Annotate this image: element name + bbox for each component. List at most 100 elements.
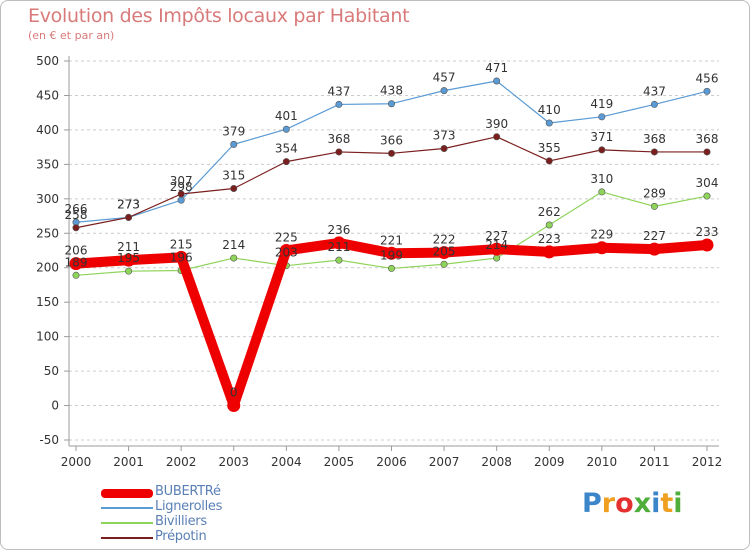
data-label-bubertre: 227 [643,229,666,243]
data-label-bivilliers: 262 [538,205,561,219]
y-tick-label: 450 [36,88,59,102]
data-label-bivilliers: 199 [380,248,403,262]
data-label-lignerolles: 379 [222,124,245,138]
logo-letter: r [601,488,616,519]
data-point-bivilliers [72,271,80,279]
chart-subtitle: (en € et par an) [28,29,115,42]
data-label-bivilliers: 214 [222,238,245,252]
data-label-prepotin: 371 [590,130,613,144]
data-label-bivilliers: 289 [643,186,666,200]
data-label-bubertre: 221 [380,233,403,247]
data-point-bubertre [647,242,661,256]
data-label-bubertre: 229 [590,228,613,242]
data-label-prepotin: 354 [275,142,298,156]
logo-letter: i [651,488,661,519]
data-point-bivilliers [703,192,711,200]
data-point-prepotin [493,133,501,141]
data-point-bubertre [490,242,504,256]
data-label-lignerolles: 419 [590,97,613,111]
x-tick-label: 2005 [324,455,355,469]
data-point-prepotin [387,149,395,157]
y-tick-label: 500 [36,54,59,68]
data-label-prepotin: 368 [327,132,350,146]
data-label-bivilliers: 195 [117,251,140,265]
y-tick-label: 50 [44,364,59,378]
data-label-bubertre: 233 [696,225,719,239]
y-tick-label: 250 [36,226,59,240]
logo-letter: i [673,488,683,519]
data-label-lignerolles: 471 [485,61,508,75]
x-tick-label: 2006 [376,455,407,469]
data-point-bivilliers [125,267,133,275]
data-point-prepotin [335,148,343,156]
data-point-prepotin [650,148,658,156]
data-label-lignerolles: 437 [327,84,350,98]
x-tick-label: 2002 [166,455,197,469]
data-point-bubertre [279,244,293,257]
data-point-bivilliers [598,188,606,196]
data-label-bivilliers: 205 [433,244,456,258]
data-label-prepotin: 366 [380,133,403,147]
data-point-prepotin [72,224,80,232]
data-label-prepotin: 258 [65,208,88,222]
data-point-lignerolles [282,125,290,133]
data-label-prepotin: 355 [538,141,561,155]
data-label-bivilliers: 310 [590,172,613,186]
legend-label: Prépotin [155,529,207,544]
logo-letter: o [615,488,634,519]
data-label-lignerolles: 457 [433,71,456,85]
legend-swatch [101,488,153,498]
data-point-bivilliers [335,256,343,264]
x-tick-label: 2010 [587,455,618,469]
x-tick-label: 2008 [481,455,512,469]
data-point-bubertre [122,253,136,267]
data-point-bivilliers [230,254,238,262]
data-label-lignerolles: 410 [538,103,561,117]
data-label-lignerolles: 437 [643,84,666,98]
data-point-prepotin [177,190,185,198]
data-point-prepotin [598,146,606,154]
data-point-bubertre [69,257,83,271]
data-point-bubertre [174,250,188,264]
data-point-prepotin [440,145,448,153]
legend-label: Bivilliers [155,514,207,529]
data-label-bivilliers: 189 [65,255,88,269]
data-label-lignerolles: 266 [65,202,88,216]
data-point-lignerolles [335,100,343,108]
data-label-prepotin: 307 [170,174,193,188]
legend-swatch [101,522,153,524]
data-label-prepotin: 373 [433,129,456,143]
data-point-prepotin [703,148,711,156]
data-point-bivilliers [493,254,501,262]
data-point-bubertre [700,238,714,252]
data-point-lignerolles [703,87,711,95]
y-tick-label: 300 [36,192,59,206]
y-tick-label: 0 [51,399,59,413]
data-point-prepotin [125,213,133,221]
x-tick-label: 2001 [113,455,144,469]
proxiti-logo: Proxiti [582,488,683,519]
x-tick-label: 2003 [218,455,249,469]
data-label-bubertre: 227 [485,229,508,243]
data-point-lignerolles [545,119,553,127]
data-label-lignerolles: 273 [117,197,140,211]
legend-label: BUBERTRé [155,484,221,499]
x-tick-label: 2011 [639,455,670,469]
legend-swatch [101,507,153,509]
data-point-lignerolles [650,100,658,108]
data-label-prepotin: 315 [222,168,245,182]
y-tick-label: -50 [39,433,59,447]
data-point-lignerolles [230,140,238,148]
data-label-bubertre: 223 [538,232,561,246]
data-point-lignerolles [387,100,395,108]
data-label-bivilliers: 203 [275,246,298,260]
data-label-bubertre: 215 [170,237,193,251]
logo-letter: x [633,488,652,519]
logo-letter: t [660,488,674,519]
y-tick-label: 350 [36,157,59,171]
data-point-bubertre [542,245,556,259]
data-point-lignerolles [598,113,606,121]
data-point-bubertre [595,241,609,255]
data-label-prepotin: 390 [485,117,508,131]
